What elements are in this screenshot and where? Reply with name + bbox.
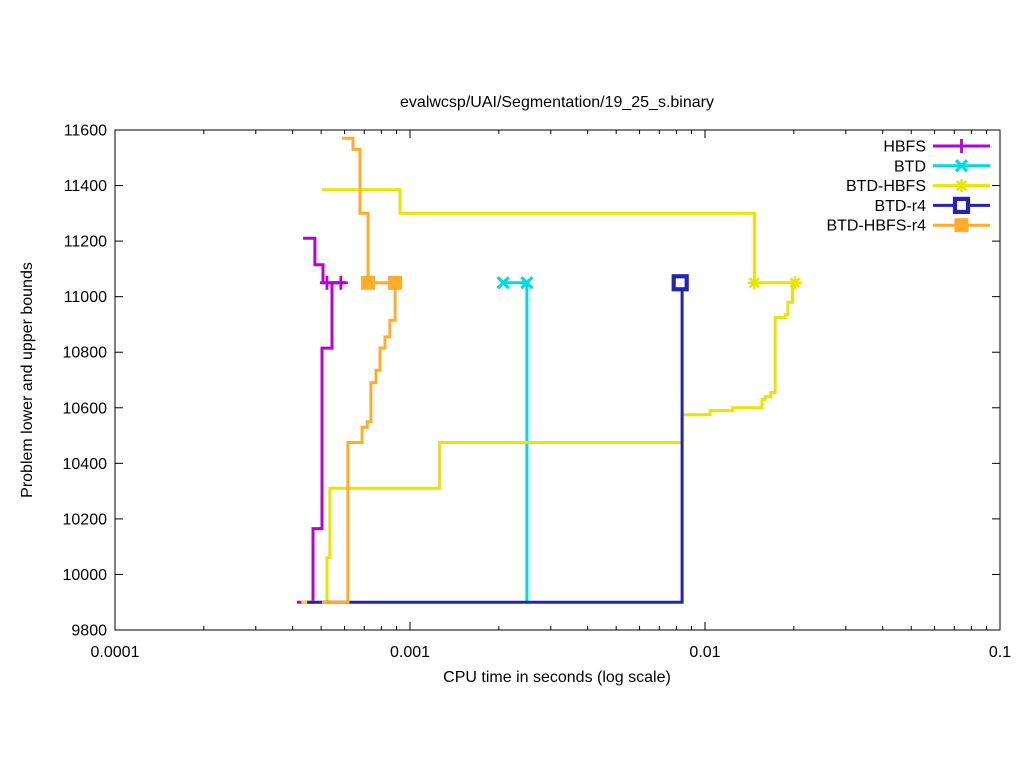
x-tick-label: 0.1 — [989, 644, 1011, 661]
marker-square-open-icon — [671, 274, 689, 292]
x-tick-label: 0.0001 — [91, 644, 140, 661]
marker-asterisk-icon — [955, 179, 968, 193]
plot-border — [114, 129, 1001, 631]
series-btd-hbfs-r4-lower-bound — [322, 282, 397, 604]
legend-label-btd: BTD — [894, 158, 926, 175]
y-tick-label: 10400 — [63, 456, 108, 473]
marker-square-filled-icon — [388, 275, 403, 290]
y-tick-label: 10000 — [63, 567, 108, 584]
legend-label-btd-r4: BTD-r4 — [874, 198, 926, 215]
y-tick-label: 11400 — [64, 178, 107, 195]
marker-cross-icon — [496, 276, 510, 290]
series-btd-hbfs-lower-bound — [301, 281, 796, 604]
series-hbfs-upper-bound — [303, 236, 345, 285]
x-tick-label: 0.01 — [689, 644, 720, 661]
marker-asterisk-icon — [788, 276, 802, 290]
series-btd-r4-lower-bound — [307, 282, 684, 604]
marker-asterisk-icon — [747, 276, 761, 290]
marker-square-filled-icon — [954, 218, 969, 233]
legend-label-btd-hbfs: BTD-HBFS — [846, 178, 926, 195]
y-tick-label: 9800 — [71, 623, 107, 640]
y-tick-label: 10800 — [63, 345, 108, 362]
y-axis-label: Problem lower and upper bounds — [19, 262, 36, 498]
chart-title: evalwcsp/UAI/Segmentation/19_25_s.binary — [400, 94, 714, 111]
series-hbfs-lower-bound — [297, 281, 345, 604]
series-btd-hbfs-upper-bound — [322, 188, 796, 285]
marker-cross-icon — [954, 159, 969, 173]
legend-label-hbfs: HBFS — [883, 139, 926, 156]
y-tick-label: 11000 — [64, 289, 107, 306]
legend-label-btd-hbfs-r4: BTD-HBFS-r4 — [826, 218, 926, 235]
y-tick-label: 10600 — [63, 400, 108, 417]
marker-square-open-icon — [952, 196, 971, 214]
marker-plus-icon — [319, 275, 334, 290]
x-axis-label: CPU time in seconds (log scale) — [443, 669, 671, 686]
y-tick-label: 11200 — [64, 234, 107, 251]
y-tick-label: 11600 — [64, 123, 107, 140]
marker-square-filled-icon — [361, 275, 376, 290]
marker-plus-icon — [954, 139, 969, 153]
marker-cross-icon — [520, 276, 534, 290]
marker-plus-icon — [333, 275, 348, 290]
x-tick-label: 0.001 — [390, 644, 430, 661]
series-btd-hbfs-r4-upper-bound — [342, 136, 396, 285]
y-tick-label: 10200 — [63, 511, 108, 528]
